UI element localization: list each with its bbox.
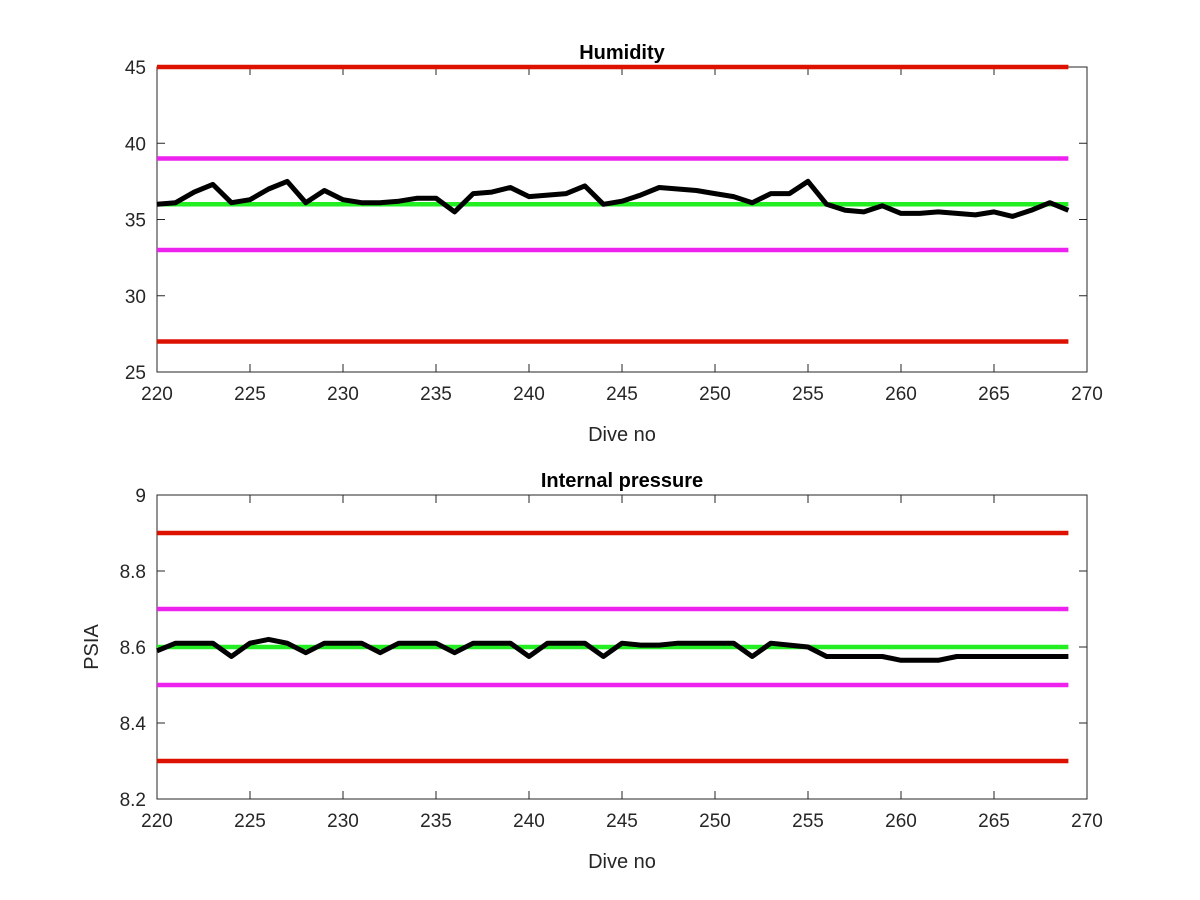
humidity-x-tick-label: 225 [234,384,266,405]
internal-pressure-x-tick-label: 250 [699,811,731,832]
internal-pressure-y-tick-label: 9 [135,486,146,507]
humidity-x-tick-label: 265 [978,384,1010,405]
humidity-x-tick-label: 260 [885,384,917,405]
humidity-x-tick-label: 235 [420,384,452,405]
internal-pressure-x-tick-label: 270 [1071,811,1103,832]
internal-pressure-x-tick-label: 235 [420,811,452,832]
humidity-x-tick-label: 250 [699,384,731,405]
humidity-x-tick-label: 240 [513,384,545,405]
humidity-plot-frame [156,66,1088,373]
humidity-y-tick-label: 45 [125,58,146,79]
humidity-x-tick-label: 230 [327,384,359,405]
internal-pressure-x-tick-label: 225 [234,811,266,832]
humidity-y-tick-label: 35 [125,211,146,232]
humidity-y-tick-label: 25 [125,363,146,384]
internal-pressure-chart-title: Internal pressure [541,470,703,492]
internal-pressure-x-tick-label: 255 [792,811,824,832]
internal-pressure-axes: 220 225 230 235 240 245 250 255 260 265 270 8.2 8.4 8… [81,470,1103,873]
humidity-y-tick-label: 40 [125,134,146,155]
humidity-chart-title: Humidity [579,42,665,64]
internal-pressure-x-tick-label: 265 [978,811,1010,832]
internal-pressure-x-axis-label: Dive no [588,851,656,873]
internal-pressure-y-tick-label: 8.2 [120,790,146,811]
internal-pressure-x-tick-label: 260 [885,811,917,832]
internal-pressure-y-tick-label: 8.8 [120,562,146,583]
humidity-x-tick-label: 220 [141,384,173,405]
humidity-y-tick-label: 30 [125,287,146,308]
internal-pressure-x-tick-label: 245 [606,811,638,832]
internal-pressure-data-line [156,636,1069,663]
humidity-data-line [156,178,1070,219]
internal-pressure-y-axis-label: PSIA [81,624,103,670]
internal-pressure-x-tick-label: 220 [141,811,173,832]
internal-pressure-y-tick-label: 8.6 [120,638,146,659]
humidity-x-tick-label: 245 [606,384,638,405]
humidity-x-tick-label: 255 [792,384,824,405]
humidity-x-tick-label: 270 [1071,384,1103,405]
humidity-axes: 220 225 230 235 240 245 250 255 260 265 270 25 30 35 4… [125,42,1103,446]
internal-pressure-x-tick-label: 230 [327,811,359,832]
internal-pressure-x-tick-label: 240 [513,811,545,832]
humidity-x-axis-label: Dive no [588,424,656,446]
internal-pressure-y-tick-label: 8.4 [120,714,147,735]
